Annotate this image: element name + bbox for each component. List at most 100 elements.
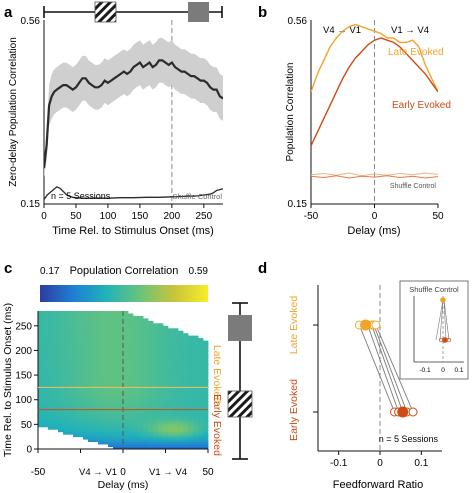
heatmap-cell xyxy=(143,343,149,346)
heatmap-cell xyxy=(53,421,59,425)
heatmap-cell xyxy=(83,328,89,332)
heatmap-cell xyxy=(198,394,204,398)
heatmap-cell xyxy=(163,407,169,410)
heatmap-cell xyxy=(163,404,169,408)
heatmap-cell xyxy=(108,352,114,356)
heatmap-cell xyxy=(103,404,109,408)
heatmap-cell xyxy=(153,340,159,344)
heatmap-cell xyxy=(198,441,204,445)
heatmap-cell xyxy=(43,370,49,373)
heatmap-cell xyxy=(63,365,69,369)
heatmap-cell xyxy=(113,446,119,450)
heatmap-cell xyxy=(103,380,109,383)
heatmap-cell xyxy=(58,338,64,341)
heatmap-cell xyxy=(138,323,144,327)
heatmap-cell xyxy=(98,434,104,438)
heatmap-cell xyxy=(138,382,144,386)
heatmap-cell xyxy=(53,345,59,349)
heatmap-cell xyxy=(93,355,99,359)
panel-c-xtick-label: 50 xyxy=(202,467,214,478)
heatmap-cell xyxy=(148,360,154,364)
heatmap-cell xyxy=(73,333,79,337)
heatmap-cell xyxy=(163,394,169,398)
heatmap-cell xyxy=(143,436,149,440)
heatmap-cell xyxy=(153,434,159,438)
heatmap-cell xyxy=(158,419,164,423)
heatmap-cell xyxy=(63,375,69,378)
heatmap-cell xyxy=(48,330,54,334)
heatmap-cell xyxy=(63,362,69,366)
heatmap-cell xyxy=(203,375,209,378)
heatmap-cell xyxy=(153,372,159,376)
heatmap-cell xyxy=(118,439,124,442)
heatmap-cell xyxy=(118,402,124,406)
heatmap-cell xyxy=(158,412,164,415)
heatmap-cell xyxy=(38,417,44,420)
heatmap-cell xyxy=(108,421,114,425)
heatmap-cell xyxy=(128,357,134,361)
heatmap-cell xyxy=(113,333,119,337)
heatmap-cell xyxy=(93,325,99,329)
heatmap-cell xyxy=(83,338,89,341)
heatmap-cell xyxy=(43,402,49,406)
heatmap-cell xyxy=(198,426,204,430)
heatmap-cell xyxy=(63,431,69,435)
heatmap-cell xyxy=(153,380,159,383)
heatmap-cell xyxy=(188,419,194,423)
heatmap-cell xyxy=(198,365,204,369)
heatmap-cell xyxy=(173,444,179,447)
heatmap-cell xyxy=(163,421,169,425)
heatmap-cell xyxy=(113,380,119,383)
heatmap-cell xyxy=(178,343,184,346)
heatmap-cell xyxy=(98,384,104,388)
heatmap-cell xyxy=(103,352,109,356)
heatmap-cell xyxy=(173,372,179,376)
heatmap-cell xyxy=(168,382,174,386)
heatmap-cell xyxy=(118,389,124,393)
heatmap-cell xyxy=(193,444,199,447)
heatmap-cell xyxy=(138,417,144,420)
panel-a-xtick-label: 250 xyxy=(195,211,212,222)
heatmap-cell xyxy=(198,380,204,383)
heatmap-cell xyxy=(118,377,124,381)
heatmap-cell xyxy=(113,434,119,438)
heatmap-cell xyxy=(38,335,44,339)
heatmap-cell xyxy=(198,397,204,401)
heatmap-cell xyxy=(173,328,179,332)
heatmap-cell xyxy=(133,350,139,354)
heatmap-cell xyxy=(78,348,84,351)
heatmap-cell xyxy=(38,311,44,314)
heatmap-cell xyxy=(178,394,184,398)
heatmap-cell xyxy=(78,394,84,398)
heatmap-cell xyxy=(103,345,109,349)
session-link-line xyxy=(371,324,404,413)
panel-a-ytick-bottom: 0.15 xyxy=(21,199,41,210)
heatmap-cell xyxy=(138,394,144,398)
heatmap-cell xyxy=(153,330,159,334)
heatmap-cell xyxy=(143,370,149,373)
heatmap-cell xyxy=(73,424,79,428)
heatmap-cell xyxy=(53,372,59,376)
heatmap-cell xyxy=(63,372,69,376)
heatmap-cell xyxy=(83,367,89,371)
heatmap-cell xyxy=(63,345,69,349)
heatmap-cell xyxy=(48,320,54,324)
heatmap-cell xyxy=(133,365,139,369)
heatmap-cell xyxy=(178,362,184,366)
heatmap-cell xyxy=(118,375,124,378)
heatmap-cell xyxy=(98,320,104,324)
heatmap-cell xyxy=(73,409,79,413)
heatmap-cell xyxy=(128,350,134,354)
heatmap-cell xyxy=(68,426,74,430)
heatmap-cell xyxy=(188,360,194,364)
heatmap-cell xyxy=(73,397,79,401)
heatmap-cell xyxy=(173,397,179,401)
heatmap-cell xyxy=(103,370,109,373)
heatmap-cell xyxy=(153,328,159,332)
heatmap-cell xyxy=(168,370,174,373)
heatmap-cell xyxy=(113,431,119,435)
heatmap-cell xyxy=(103,424,109,428)
heatmap-cell xyxy=(113,355,119,359)
heatmap-cell xyxy=(128,315,134,319)
heatmap-cell xyxy=(143,441,149,445)
